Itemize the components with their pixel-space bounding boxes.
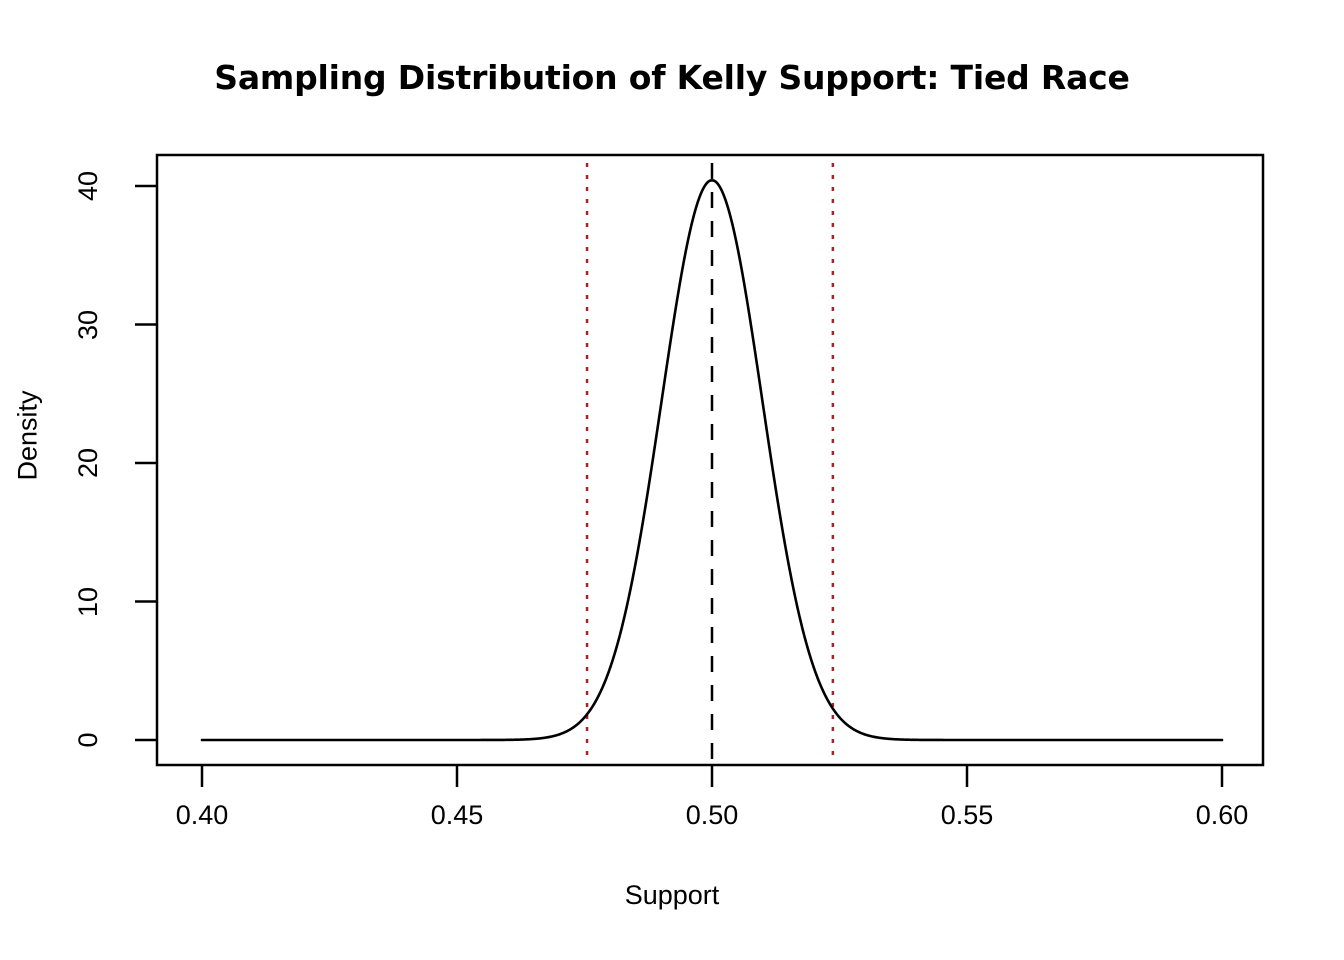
page-title: Sampling Distribution of Kelly Support: … xyxy=(214,58,1130,97)
x-axis-ticks xyxy=(200,765,1224,787)
x-axis-title: Support xyxy=(624,880,720,910)
x-tick-label: 0.40 xyxy=(175,800,229,830)
density-curve xyxy=(200,179,1224,742)
y-axis-title: Density xyxy=(12,390,43,481)
x-tick-label: 0.45 xyxy=(430,800,484,830)
y-tick-label: 10 xyxy=(73,586,103,617)
x-tick-label: 0.60 xyxy=(1195,800,1249,830)
y-tick-label: 0 xyxy=(73,732,103,748)
y-tick-label: 30 xyxy=(73,309,103,340)
x-tick-label: 0.55 xyxy=(940,800,994,830)
reference-lines xyxy=(585,163,835,763)
y-tick-label: 20 xyxy=(73,447,103,479)
x-tick-label: 0.50 xyxy=(685,800,739,830)
plot-frame xyxy=(155,153,1265,767)
y-tick-label: 40 xyxy=(73,170,103,202)
y-axis-ticks xyxy=(135,184,157,742)
